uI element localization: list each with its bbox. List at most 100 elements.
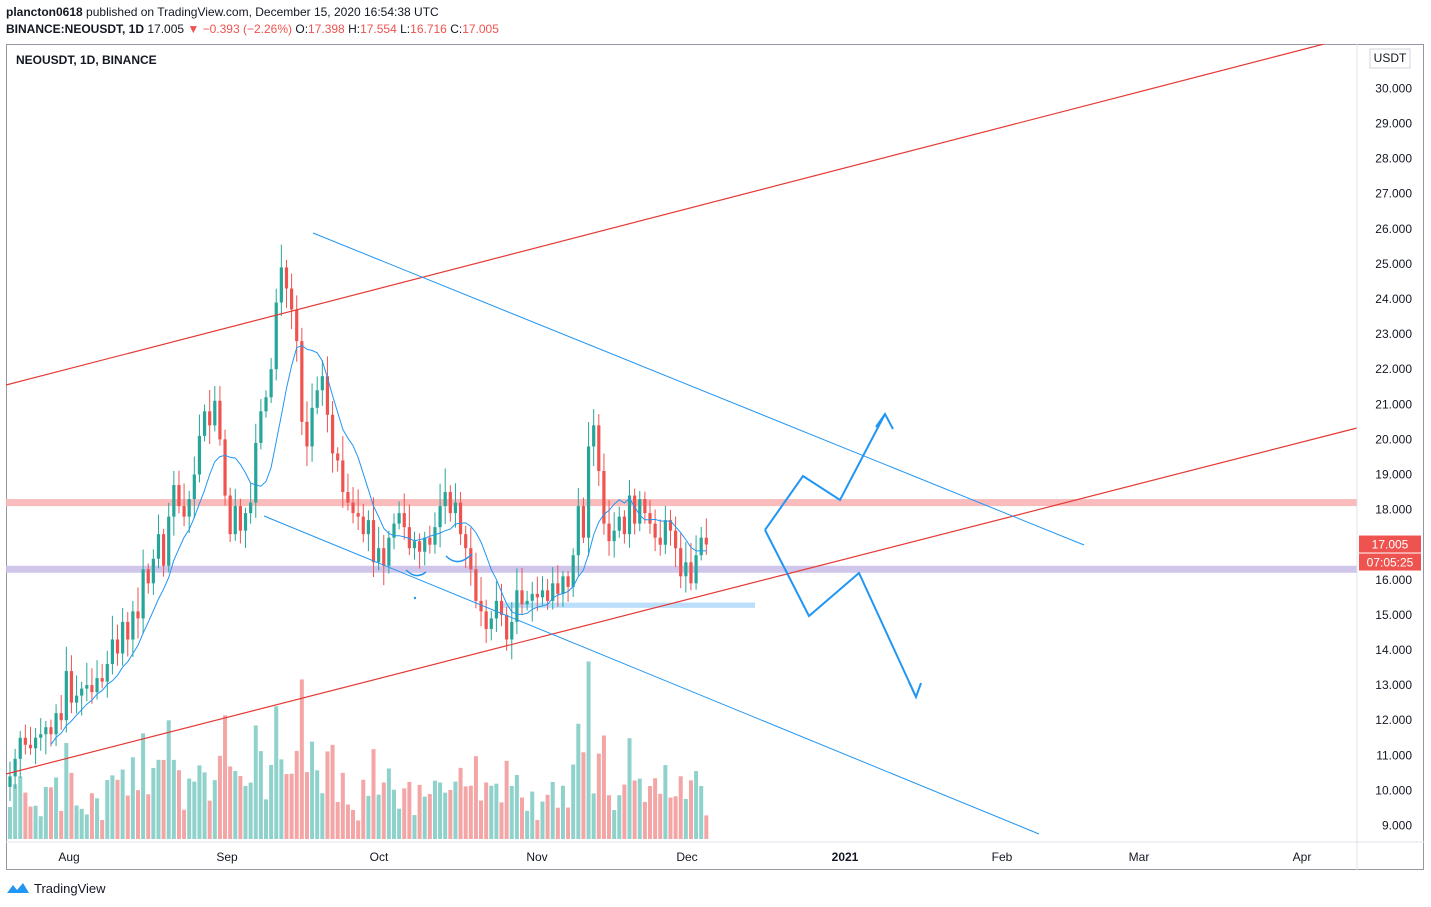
volume-bar: [110, 775, 115, 839]
candle-body: [295, 309, 299, 342]
candle-body: [643, 499, 647, 514]
candle: [330, 400, 335, 473]
volume-bar: [653, 778, 658, 839]
chart-canvas[interactable]: 9.000 10.000 11.000 12.000 13.000 14.000 15.00…: [6, 44, 1424, 870]
candle-body: [8, 776, 12, 787]
candle: [622, 510, 626, 544]
tradingview-brand[interactable]: TradingView: [6, 879, 106, 897]
candle: [49, 719, 53, 747]
volume-bar: [233, 770, 238, 839]
candle: [602, 453, 606, 535]
candle-body: [85, 685, 89, 689]
candle: [346, 473, 350, 511]
volume-bar: [443, 792, 448, 839]
candle: [515, 568, 519, 635]
candle: [530, 581, 534, 622]
candle-body: [187, 499, 191, 517]
volume-bar: [192, 781, 197, 839]
candle-body: [622, 516, 626, 535]
volume-bar: [23, 792, 28, 839]
resistance-zone: [6, 499, 1357, 507]
volume-bar: [115, 779, 120, 839]
candle-body: [571, 555, 575, 587]
volume-bar: [504, 760, 509, 839]
candle-body: [141, 569, 145, 619]
candle: [341, 436, 345, 508]
time-tick: Dec: [676, 850, 697, 864]
price-tick: 25.000: [1375, 257, 1412, 271]
candle-body: [438, 506, 442, 528]
volume-bar: [376, 794, 381, 839]
candle: [448, 485, 452, 522]
last-price-badge-text: 17.005: [1372, 538, 1409, 552]
candle-body: [259, 411, 263, 443]
volume-bar: [427, 794, 432, 839]
volume-bar: [479, 800, 484, 839]
candle: [648, 499, 652, 534]
candle-body: [121, 621, 125, 654]
candle: [597, 414, 601, 486]
candle-body: [674, 530, 678, 549]
candle-body: [105, 664, 109, 682]
volume-bar: [612, 810, 617, 839]
volume-bar: [397, 808, 402, 839]
volume-bar: [448, 789, 453, 839]
volume-bar: [591, 793, 596, 839]
candle-body: [397, 513, 401, 524]
price-tick: 30.000: [1375, 81, 1412, 95]
candle: [458, 491, 463, 546]
time-tick: Oct: [370, 850, 389, 864]
volume-bar: [509, 786, 514, 839]
candle: [95, 660, 99, 700]
volume-bar: [458, 767, 463, 839]
volume-bar: [637, 778, 642, 839]
candle: [479, 577, 483, 627]
candle: [264, 390, 268, 418]
currency-badge[interactable]: USDT: [1369, 48, 1411, 69]
volume-bar: [217, 755, 222, 839]
volume-bar: [59, 810, 64, 839]
candle-body: [530, 593, 534, 601]
candles-layer: [8, 244, 708, 802]
volume-bar: [484, 782, 489, 839]
candle-body: [443, 492, 447, 507]
candle: [315, 376, 319, 415]
candle-body: [546, 590, 550, 601]
candle: [249, 483, 253, 524]
candle-body: [218, 400, 222, 440]
volume-bar: [187, 778, 192, 839]
candle: [13, 748, 17, 789]
volume-bar: [463, 786, 468, 839]
volume-bar: [407, 781, 412, 839]
candle: [494, 581, 498, 633]
volume-bar: [274, 706, 279, 839]
volume-bar: [320, 793, 325, 839]
candle-body: [423, 537, 427, 552]
candle: [54, 704, 58, 747]
candle: [320, 360, 324, 406]
brand-name: TradingView: [34, 880, 106, 896]
candle-body: [290, 288, 294, 310]
candle-body: [382, 548, 386, 566]
volume-bar: [586, 661, 591, 839]
candle: [238, 498, 242, 544]
candle-body: [489, 618, 493, 629]
candle: [167, 502, 171, 573]
publisher-name[interactable]: plancton0618: [6, 5, 83, 19]
candle: [197, 414, 202, 483]
volume-bar: [386, 768, 391, 839]
descending-support-line: [263, 515, 1040, 835]
volume-bar: [535, 819, 540, 839]
volume-bar: [514, 774, 519, 839]
candle-body: [100, 678, 104, 682]
high-value: 17.554: [360, 22, 397, 36]
bearish-scenario-path: [764, 529, 917, 698]
candle: [704, 518, 708, 555]
volume-bar: [100, 820, 105, 839]
volume-bar: [325, 751, 330, 839]
candle-body: [39, 734, 43, 738]
candle-body: [648, 513, 652, 524]
volume-bar: [663, 765, 668, 839]
candle-body: [325, 376, 330, 415]
candle: [274, 288, 278, 381]
